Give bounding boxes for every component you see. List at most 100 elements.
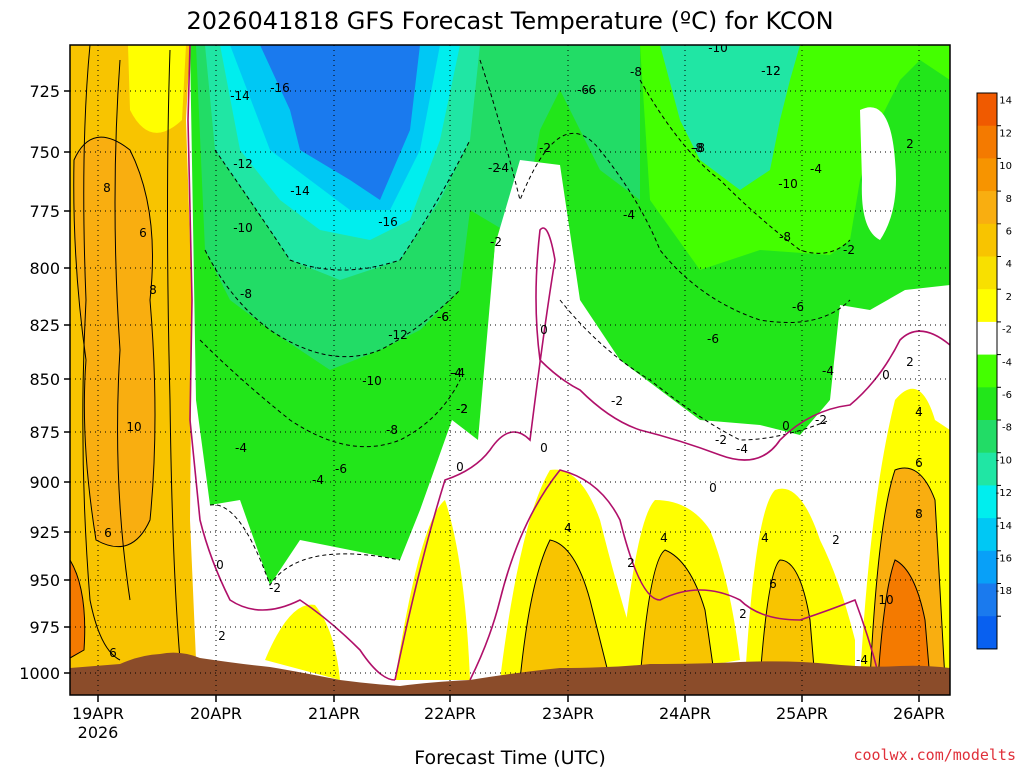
contour-label: -2 (715, 433, 727, 447)
contour-label: -2 (843, 243, 855, 257)
contour-label: -2 (269, 581, 281, 595)
contour-label: -10 (708, 41, 728, 55)
contour-label: -4 (450, 366, 462, 380)
colorbar-label: -10 (996, 455, 1012, 466)
colorbar-label: -16 (996, 554, 1012, 565)
contour-label: 4 (660, 531, 668, 545)
colorbar-swatch (977, 485, 997, 519)
y-tick-label: 850 (29, 370, 60, 389)
contour-label: 6 (915, 456, 923, 470)
region-deep-blue (260, 45, 420, 200)
colorbar-swatch (977, 616, 997, 650)
contour-label: -10 (778, 177, 798, 191)
contour-label: 0 (456, 460, 464, 474)
region-white-mid (480, 160, 950, 620)
contour-label: -12 (761, 64, 781, 78)
contour-label: -12 (233, 157, 253, 171)
plot-frame (69, 44, 951, 696)
region-teal-right (660, 45, 800, 190)
contour-label: -6 (335, 462, 347, 476)
contour-label: 10 (878, 593, 893, 607)
y-tick-label: 950 (29, 571, 60, 590)
contour-pos-start-2 (114, 59, 131, 601)
contour-label: -8 (693, 141, 705, 155)
contour-label: -2 (488, 161, 500, 175)
y-axis: 725 750 775 800 825 850 875 900 925 950 975 1000 (19, 82, 70, 683)
x-axis-title: Forecast Time (UTC) (414, 747, 605, 768)
contour-neg-lowest (209, 504, 401, 587)
contour-label: -2 (456, 402, 468, 416)
isotherm-zero-mid (394, 227, 950, 681)
contour-label: 6 (769, 577, 777, 591)
y-tick-label: 900 (29, 473, 60, 492)
contour-label: -2 (611, 394, 623, 408)
region-warm-start-low (70, 559, 86, 659)
contour-neg-right-2 (559, 299, 831, 441)
contour-label: 6 (104, 526, 112, 540)
contour-label: 0 (540, 323, 548, 337)
contour-label: 2 (906, 355, 914, 369)
region-orange-23apr (519, 539, 611, 681)
colorbar-swatch (977, 191, 997, 225)
colorbar-swatch (977, 452, 997, 486)
colorbar-label: 2 (1006, 292, 1012, 303)
region-yellow-22apr (395, 500, 470, 680)
colorbar-frame (976, 92, 998, 650)
contour-label: 8 (103, 181, 111, 195)
contour-neg-mid (204, 249, 461, 358)
contour-label: -4 (497, 161, 509, 175)
contour-label-layer: -16 -14 -12 -10 -8 -4 0 -2 2 -14 -16 -12 -10 -8 -6 -4 -6… (103, 41, 923, 667)
contour-label: -14 (290, 184, 310, 198)
contour-label: -8 (779, 230, 791, 244)
contour-label: -6 (707, 332, 719, 346)
gridlines (70, 45, 950, 695)
y-tick-label: 925 (29, 523, 60, 542)
colorbar-swatch (977, 321, 997, 356)
contour-label: 4 (761, 531, 769, 545)
colorbar-label: -6 (1002, 390, 1012, 401)
colorbar-label: -18 (996, 586, 1012, 597)
x-tick-label: 20APR (190, 704, 242, 723)
region-yellow-21apr (265, 604, 340, 680)
colorbar-label: -8 (1002, 423, 1012, 434)
contour-label: -6 (584, 83, 596, 97)
isotherm-zero-bottom (469, 469, 881, 681)
y-tick-label: 725 (29, 82, 60, 101)
x-axis: 19APR 20APR 21APR 22APR 23APR 24APR 25APR 26APR (72, 695, 945, 723)
contour-label: 8 (149, 283, 157, 297)
colorbar-label: 10 (999, 161, 1012, 172)
contour-label: 2 (739, 607, 747, 621)
contour-label: 2 (832, 533, 840, 547)
contour-label: 4 (564, 521, 572, 535)
colorbar-label: -2 (1002, 325, 1012, 336)
x-tick-label: 19APR (72, 704, 124, 723)
colorbar-swatch (977, 354, 997, 388)
y-tick-label: 975 (29, 618, 60, 637)
colorbar-label: -14 (996, 521, 1012, 532)
colorbar-label: 8 (1006, 194, 1012, 205)
contour-label: -12 (761, 64, 781, 78)
colorbar-swatch (977, 93, 997, 127)
contour-label: -6 (437, 310, 449, 324)
y-tick-label: 875 (29, 423, 60, 442)
colorbar-swatch (977, 583, 997, 617)
contour-neg-upper (214, 139, 471, 271)
region-white-right-top (860, 107, 896, 240)
colorbar-swatch (977, 223, 997, 257)
contour-neg-right-1 (479, 59, 851, 323)
colorbar-swatch (977, 125, 997, 159)
isotherm-zero-left (187, 45, 396, 681)
x-tick-label: 26APR (893, 704, 945, 723)
contour-pos-start-1 (82, 45, 121, 661)
x-axis-year-label: 2026 (78, 723, 119, 742)
contour-label: 2 (218, 629, 226, 643)
contour-label: -16 (270, 81, 290, 95)
contour-label: -4 (312, 473, 324, 487)
colorbar-swatch (977, 518, 997, 552)
contour-label: 4 (915, 405, 923, 419)
colorbar-label: 6 (1006, 227, 1012, 238)
contour-label: -4 (810, 162, 822, 176)
y-tick-label: 750 (29, 143, 60, 162)
contour-label: -2 (815, 413, 827, 427)
